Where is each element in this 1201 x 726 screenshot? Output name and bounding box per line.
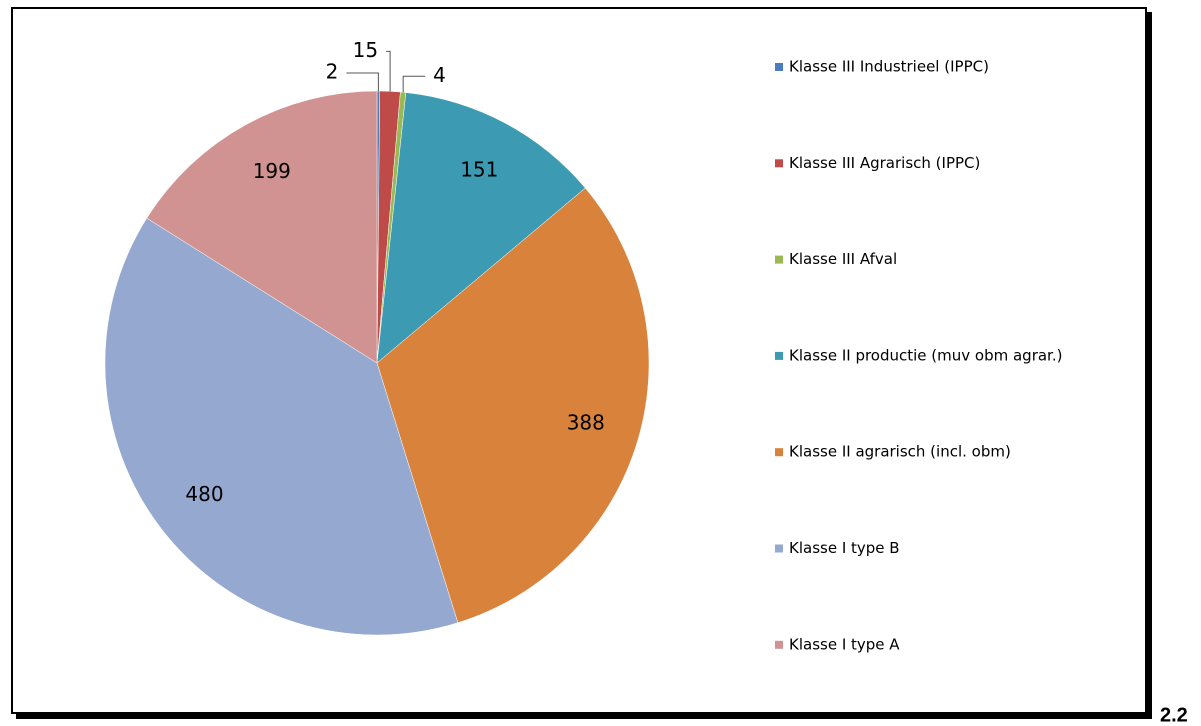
data-label: 199	[253, 159, 291, 183]
data-label: 15	[353, 38, 378, 62]
pie-slice	[376, 92, 586, 364]
leader-line	[386, 50, 391, 92]
legend-swatch	[775, 544, 783, 553]
data-label: 4	[433, 63, 446, 87]
data-label: 151	[460, 157, 498, 181]
legend-label: Klasse II agrarisch (incl. obm)	[789, 443, 1011, 461]
legend-swatch	[775, 255, 783, 264]
legend-label: Klasse III Agrarisch (IPPC)	[789, 154, 980, 172]
leader-line	[402, 75, 426, 93]
pie-slice	[376, 187, 650, 624]
data-label: 388	[567, 411, 605, 435]
data-label: 2	[326, 60, 339, 84]
legend-swatch	[775, 640, 783, 649]
legend-label: Klasse III Industrieel (IPPC)	[789, 58, 989, 76]
data-label: 480	[185, 482, 223, 506]
legend-label: Klasse I type A	[789, 635, 900, 653]
legend-swatch	[775, 159, 783, 168]
legend-label: Klasse I type B	[789, 539, 900, 557]
section-number: 2.2	[1160, 704, 1188, 726]
legend-swatch	[775, 63, 783, 71]
legend-label: Klasse III Afval	[789, 250, 897, 268]
legend-label: Klasse II productie (muv obm agrar.)	[789, 346, 1062, 364]
pie-slice	[146, 90, 378, 364]
legend-swatch	[775, 448, 783, 457]
leader-line	[346, 72, 379, 92]
legend-swatch	[775, 351, 783, 360]
pie-slice	[104, 217, 459, 636]
